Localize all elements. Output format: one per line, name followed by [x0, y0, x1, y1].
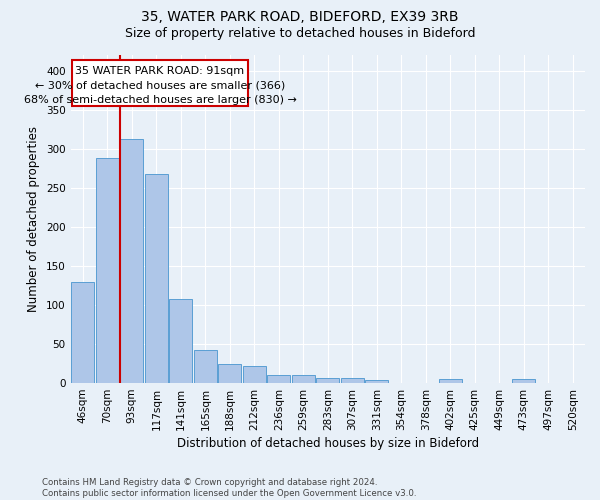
Bar: [120, 138, 143, 383]
Bar: [218, 364, 241, 383]
Bar: [292, 376, 315, 383]
Bar: [242, 366, 266, 383]
Text: Contains HM Land Registry data © Crown copyright and database right 2024.
Contai: Contains HM Land Registry data © Crown c…: [42, 478, 416, 498]
Bar: [341, 378, 364, 383]
Bar: [365, 380, 388, 383]
Text: 35, WATER PARK ROAD, BIDEFORD, EX39 3RB: 35, WATER PARK ROAD, BIDEFORD, EX39 3RB: [141, 10, 459, 24]
Bar: [71, 282, 94, 383]
Y-axis label: Number of detached properties: Number of detached properties: [28, 126, 40, 312]
X-axis label: Distribution of detached houses by size in Bideford: Distribution of detached houses by size …: [177, 437, 479, 450]
Bar: [145, 174, 168, 383]
Bar: [512, 379, 535, 383]
Bar: [194, 350, 217, 383]
Bar: [169, 298, 193, 383]
Text: 35 WATER PARK ROAD: 91sqm: 35 WATER PARK ROAD: 91sqm: [76, 66, 245, 76]
Bar: [267, 376, 290, 383]
Text: ← 30% of detached houses are smaller (366): ← 30% of detached houses are smaller (36…: [35, 80, 285, 90]
Bar: [316, 378, 340, 383]
Text: Size of property relative to detached houses in Bideford: Size of property relative to detached ho…: [125, 28, 475, 40]
Bar: [96, 158, 119, 383]
Bar: [72, 60, 248, 106]
Bar: [439, 379, 462, 383]
Text: 68% of semi-detached houses are larger (830) →: 68% of semi-detached houses are larger (…: [23, 94, 296, 104]
